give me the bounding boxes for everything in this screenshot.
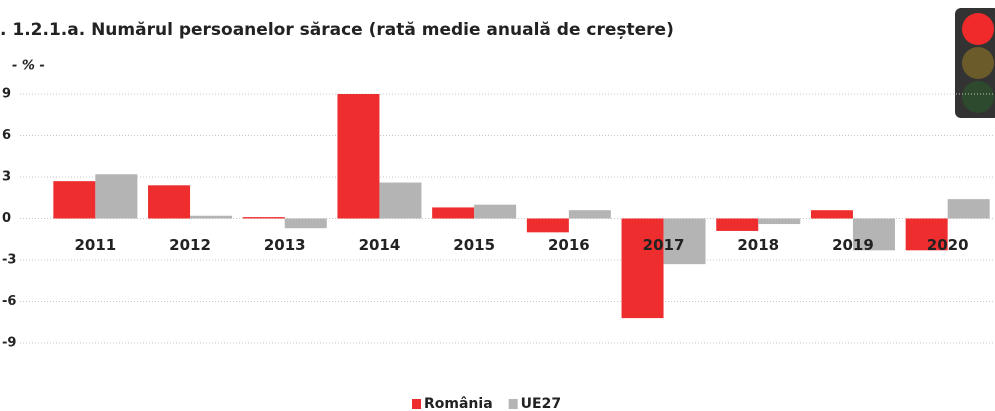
bar xyxy=(621,218,664,319)
bar xyxy=(95,174,138,219)
bar xyxy=(474,204,517,219)
x-tick-label: 2016 xyxy=(548,236,590,254)
bar xyxy=(284,218,327,229)
bar xyxy=(337,94,380,219)
bar xyxy=(526,218,569,233)
bar xyxy=(148,185,191,219)
y-tick-label: 0 xyxy=(2,211,11,226)
bar xyxy=(53,181,96,219)
bar xyxy=(810,210,853,219)
x-tick-label: 2011 xyxy=(74,236,116,254)
bar xyxy=(947,199,990,219)
legend-swatch xyxy=(508,399,518,409)
legend-label: UE27 xyxy=(521,396,561,411)
x-tick-label: 2018 xyxy=(737,236,779,254)
bar xyxy=(190,215,233,219)
bar xyxy=(663,218,706,265)
legend-swatch xyxy=(412,399,421,409)
x-tick-label: 2012 xyxy=(169,236,211,254)
x-tick-label: 2014 xyxy=(359,236,401,254)
bar xyxy=(568,210,611,219)
y-tick-label: 6 xyxy=(2,128,11,143)
bar xyxy=(905,218,948,251)
bar xyxy=(379,182,422,219)
y-tick-label: -6 xyxy=(2,294,16,309)
x-tick-label: 2020 xyxy=(927,236,969,254)
bar xyxy=(758,218,801,225)
x-tick-label: 2013 xyxy=(264,236,306,254)
y-tick-label: -9 xyxy=(2,336,16,351)
y-tick-label: -3 xyxy=(2,253,16,268)
legend-label: România xyxy=(424,396,493,411)
bar xyxy=(242,217,285,219)
unit-label: - % - xyxy=(12,59,45,74)
bar xyxy=(852,218,895,251)
y-tick-label: 3 xyxy=(2,170,11,185)
bar xyxy=(716,218,759,231)
x-tick-label: 2017 xyxy=(643,236,685,254)
bar xyxy=(432,207,475,219)
x-tick-label: 2015 xyxy=(453,236,495,254)
y-tick-label: 9 xyxy=(2,87,11,102)
x-tick-label: 2019 xyxy=(832,236,874,254)
chart-title: . 1.2.1.a. Numărul persoanelor sărace (r… xyxy=(0,20,674,40)
legend: România UE27 xyxy=(412,396,561,411)
traffic-light xyxy=(955,8,995,118)
